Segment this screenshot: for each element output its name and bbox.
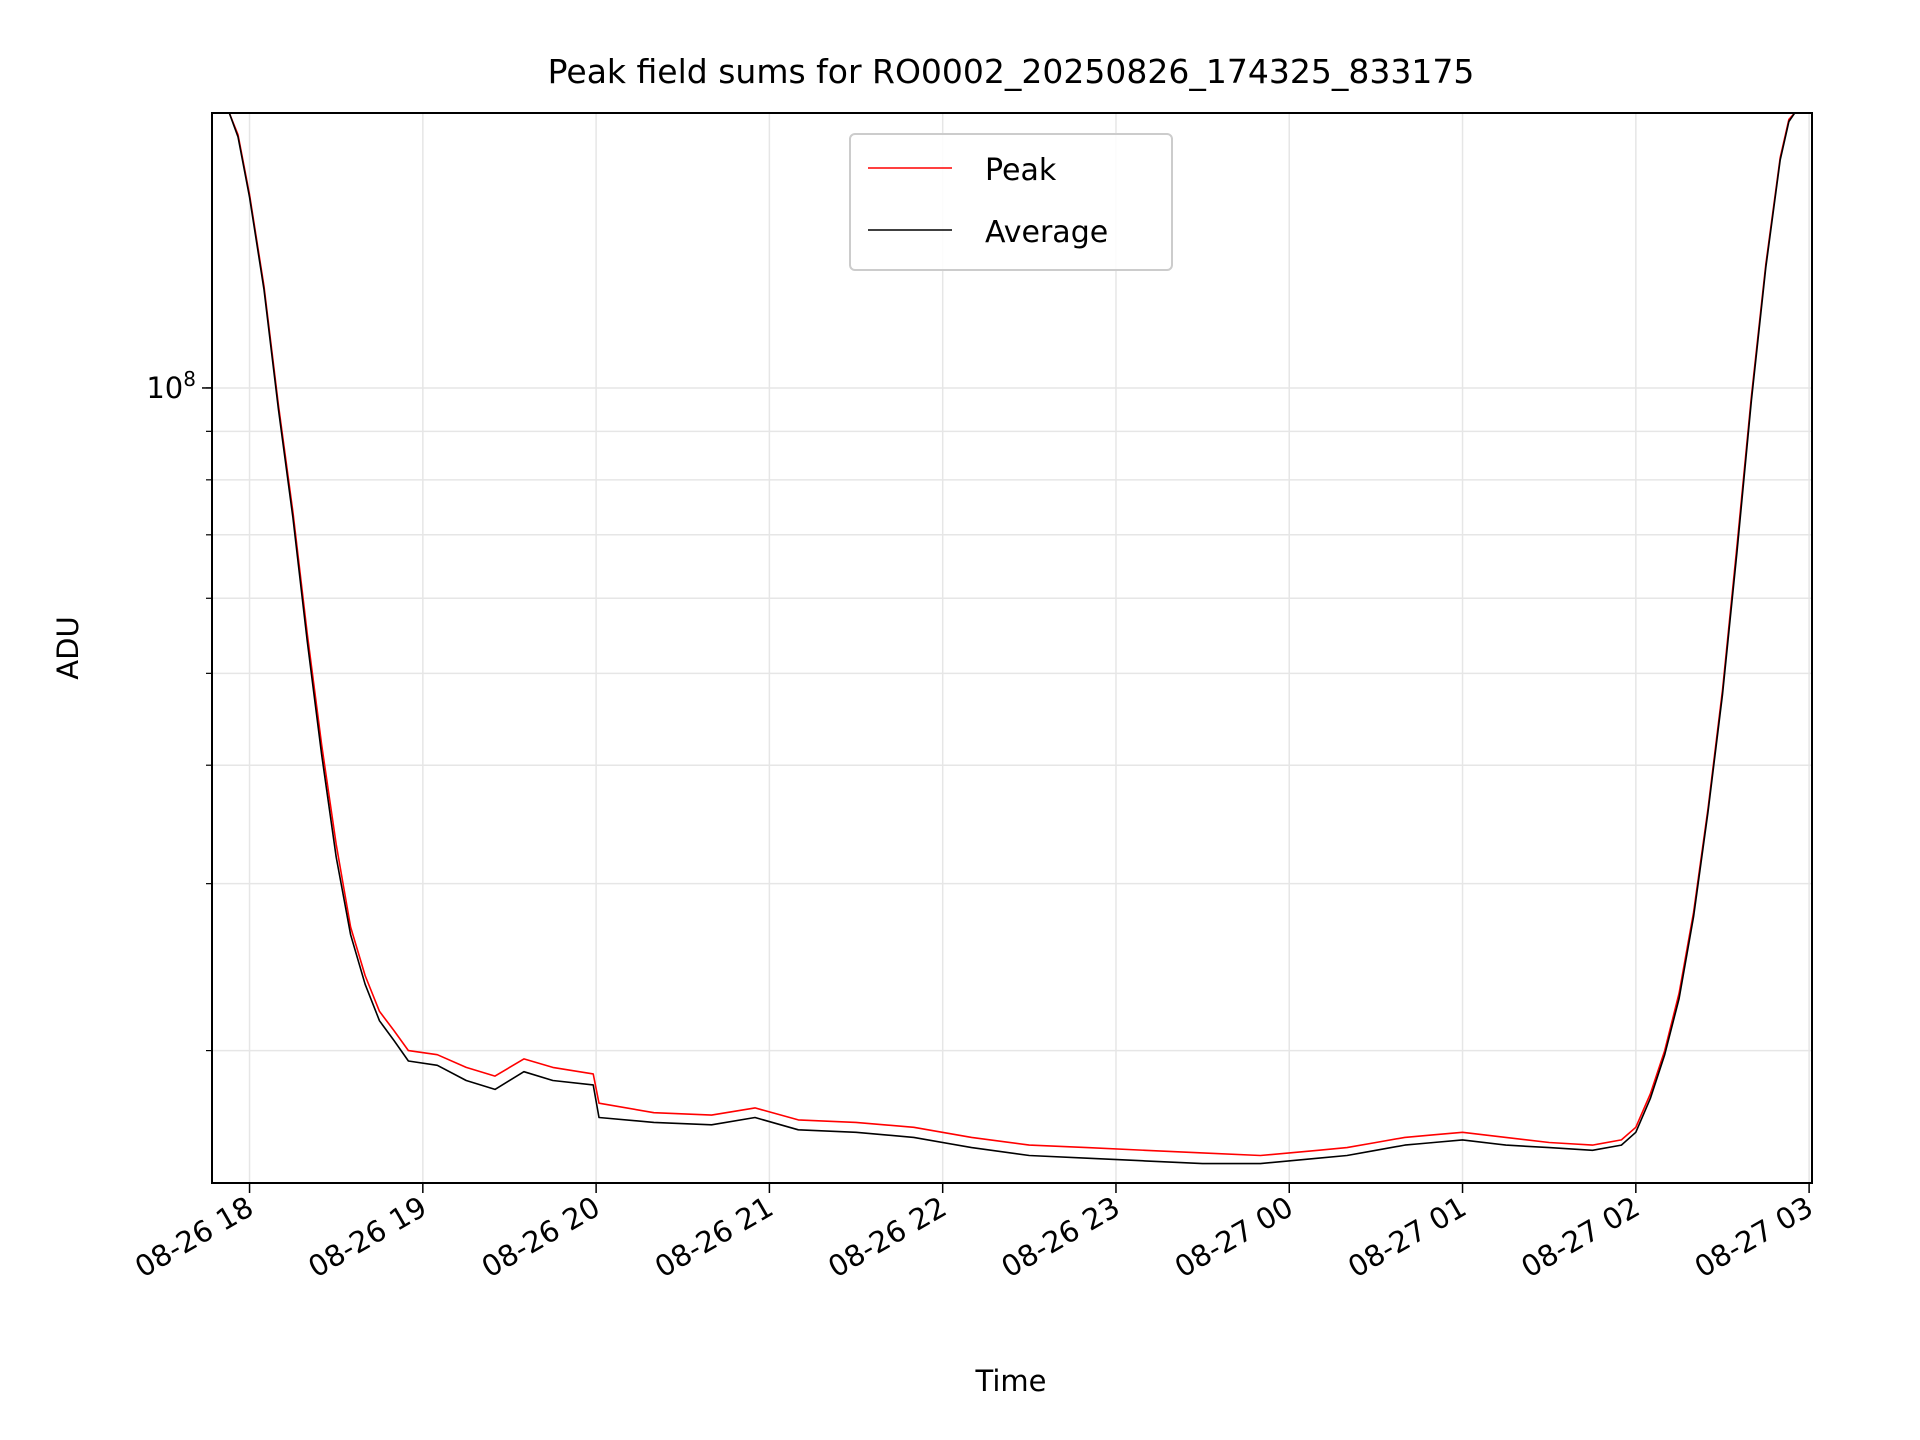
chart-title: Peak field sums for RO0002_20250826_1743…: [548, 52, 1475, 91]
series-line-average: [228, 113, 1796, 1165]
plot-series: [228, 113, 1796, 1165]
legend-label-peak: Peak: [985, 153, 1057, 188]
plot-frame: [211, 112, 1813, 1184]
legend: Peak Average: [849, 133, 1173, 271]
x-axis-label: Time: [975, 1364, 1047, 1398]
legend-label-average: Average: [985, 215, 1108, 250]
y-tick-label: 108: [146, 367, 196, 405]
series-line-peak: [228, 113, 1796, 1157]
y-axis-label: ADU: [51, 616, 85, 679]
grid: [212, 113, 1812, 1183]
